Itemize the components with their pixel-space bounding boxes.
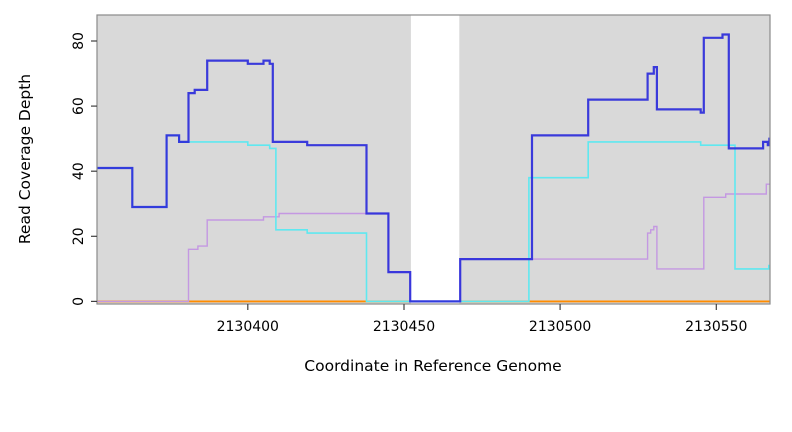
series-line-unique-total bbox=[97, 33, 771, 303]
y-tick-label: 20 bbox=[71, 227, 87, 245]
axis-tick-labels: 2130400 2130450 2130500 2130550 0 20 40 60 80 bbox=[71, 32, 747, 335]
x-tick-label: 2130500 bbox=[529, 319, 591, 335]
series-lines bbox=[97, 33, 771, 303]
y-axis-title: Read Coverage Depth bbox=[16, 74, 34, 244]
x-tick-label: 2130450 bbox=[373, 319, 435, 335]
plot-border-box bbox=[96, 14, 771, 305]
y-tick-label: 80 bbox=[71, 32, 87, 50]
x-tick-label: 2130550 bbox=[685, 319, 747, 335]
x-axis-title: Coordinate in Reference Genome bbox=[304, 357, 561, 375]
y-tick-label: 60 bbox=[71, 97, 87, 115]
plot-border bbox=[96, 14, 771, 305]
no-data-gap bbox=[410, 14, 460, 304]
plot-background bbox=[97, 14, 770, 304]
axis-ticks bbox=[91, 40, 717, 310]
y-tick-label: 0 bbox=[71, 297, 87, 306]
y-tick-label: 40 bbox=[71, 162, 87, 180]
x-tick-label: 2130400 bbox=[217, 319, 279, 335]
